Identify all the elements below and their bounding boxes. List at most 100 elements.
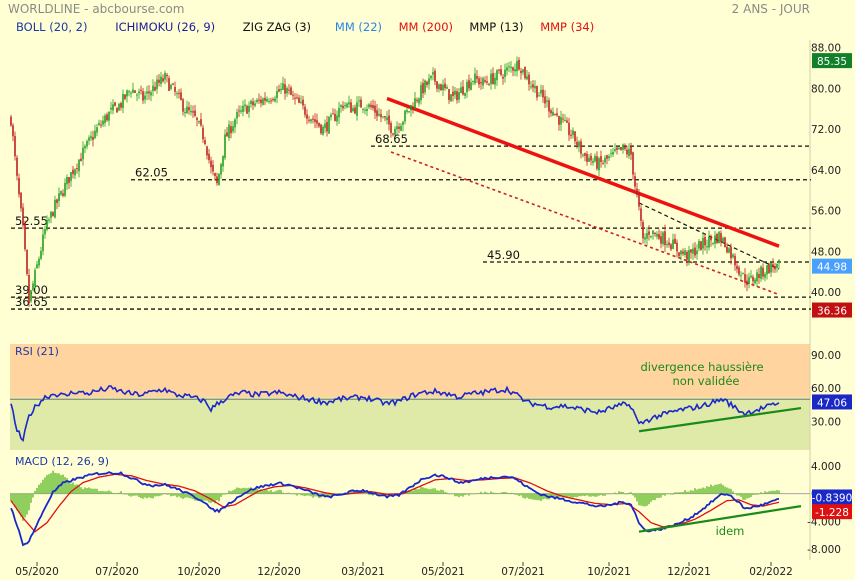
- candle-body: [748, 277, 750, 284]
- macd-histogram-bar: [644, 493, 646, 507]
- level-label-3: 45.90: [487, 248, 520, 262]
- macd-histogram-bar: [92, 488, 94, 494]
- candle-body: [62, 193, 64, 196]
- macd-histogram-bar: [622, 492, 624, 494]
- candle-body: [480, 82, 482, 84]
- macd-histogram-bar: [706, 486, 708, 494]
- macd-histogram-bar: [46, 475, 48, 494]
- candle-body: [44, 229, 46, 235]
- candle-body: [766, 265, 768, 275]
- macd-histogram-bar: [244, 487, 246, 494]
- candle-body: [266, 98, 268, 102]
- candle-body: [80, 158, 82, 162]
- candle-body: [404, 110, 406, 122]
- candle-body: [488, 84, 490, 86]
- candle-body: [588, 157, 590, 162]
- candle-body: [474, 73, 476, 84]
- candle-body: [442, 84, 444, 91]
- macd-histogram-bar: [290, 493, 292, 495]
- macd-histogram-bar: [238, 487, 240, 494]
- macd-histogram-bar: [242, 487, 244, 494]
- candle-body: [500, 69, 502, 75]
- candle-body: [730, 246, 732, 259]
- macd-histogram-bar: [146, 493, 148, 499]
- candle-body: [196, 117, 198, 121]
- candle-body: [338, 108, 340, 118]
- candle-body: [540, 89, 542, 94]
- macd-histogram-bar: [30, 493, 32, 503]
- candle-body: [172, 83, 174, 85]
- candle-body: [304, 106, 306, 115]
- macd-histogram-bar: [440, 489, 442, 494]
- macd-histogram-bar: [108, 490, 110, 494]
- candle-body: [28, 275, 30, 304]
- macd-histogram-bar: [328, 493, 330, 497]
- candle-body: [48, 219, 50, 221]
- macd-histogram-bar: [606, 493, 608, 495]
- rsi-panel: [10, 385, 810, 442]
- macd-histogram-bar: [212, 493, 214, 502]
- candle-body: [466, 81, 468, 93]
- macd-histogram-bar: [150, 493, 152, 499]
- macd-histogram-bar: [266, 489, 268, 494]
- macd-histogram-bar: [142, 493, 144, 499]
- candle-body: [572, 130, 574, 136]
- macd-histogram-bar: [280, 489, 282, 494]
- macd-support-line: [638, 505, 802, 533]
- macd-histogram-bar: [498, 493, 500, 494]
- candle-body: [236, 111, 238, 119]
- macd-histogram-bar: [494, 492, 496, 494]
- macd-histogram-bar: [648, 493, 650, 505]
- macd-histogram-bar: [720, 483, 722, 494]
- candle-body: [756, 272, 758, 282]
- macd-histogram-bar: [116, 492, 118, 494]
- candle-body: [352, 108, 354, 112]
- macd-histogram-bar: [464, 493, 466, 496]
- macd-histogram-bar: [664, 493, 666, 496]
- candle-body: [746, 280, 748, 285]
- candle-body: [410, 105, 412, 111]
- macd-histogram-bar: [668, 493, 670, 495]
- macd-histogram-bar: [690, 490, 692, 494]
- trend-line-1: [390, 151, 780, 296]
- macd-histogram-bar: [616, 493, 618, 495]
- candle-body: [620, 147, 622, 150]
- macd-histogram-bar: [496, 492, 498, 494]
- macd-histogram-bar: [38, 484, 40, 494]
- candle-body: [538, 95, 540, 97]
- candle-body: [728, 248, 730, 253]
- macd-histogram-bar: [602, 493, 604, 496]
- candle-body: [664, 231, 666, 246]
- candle-body: [434, 70, 436, 82]
- candle-body: [762, 267, 764, 277]
- macd-histogram-bar: [338, 493, 340, 494]
- macd-histogram-bar: [614, 492, 616, 494]
- macd-histogram-bar: [156, 493, 158, 497]
- candle-body: [112, 104, 114, 111]
- candle-body: [554, 113, 556, 115]
- macd-histogram-bar: [78, 485, 80, 494]
- candle-body: [208, 153, 210, 161]
- macd-histogram-bar: [350, 490, 352, 494]
- macd-histogram-bar: [130, 493, 132, 497]
- candle-body: [770, 262, 772, 273]
- rsi-tick-label-2: 90.00: [811, 350, 841, 362]
- macd-histogram-bar: [634, 493, 636, 498]
- candle-body: [100, 124, 102, 126]
- macd-histogram-bar: [32, 493, 34, 498]
- candle-body: [224, 134, 226, 159]
- price-tick-label-6: 88.00: [811, 43, 841, 55]
- candle-body: [550, 110, 552, 114]
- candle-body: [654, 232, 656, 235]
- candle-body: [636, 188, 638, 196]
- candle-body: [212, 164, 214, 172]
- macd-histogram-bar: [34, 490, 36, 494]
- macd-histogram-bar: [240, 488, 242, 494]
- macd-histogram-bar: [216, 493, 218, 501]
- macd-histogram-bar: [420, 486, 422, 494]
- candle-body: [390, 123, 392, 133]
- candle-body: [116, 107, 118, 113]
- candle-body: [652, 230, 654, 235]
- macd-histogram-bar: [456, 493, 458, 497]
- macd-histogram-bar: [574, 493, 576, 497]
